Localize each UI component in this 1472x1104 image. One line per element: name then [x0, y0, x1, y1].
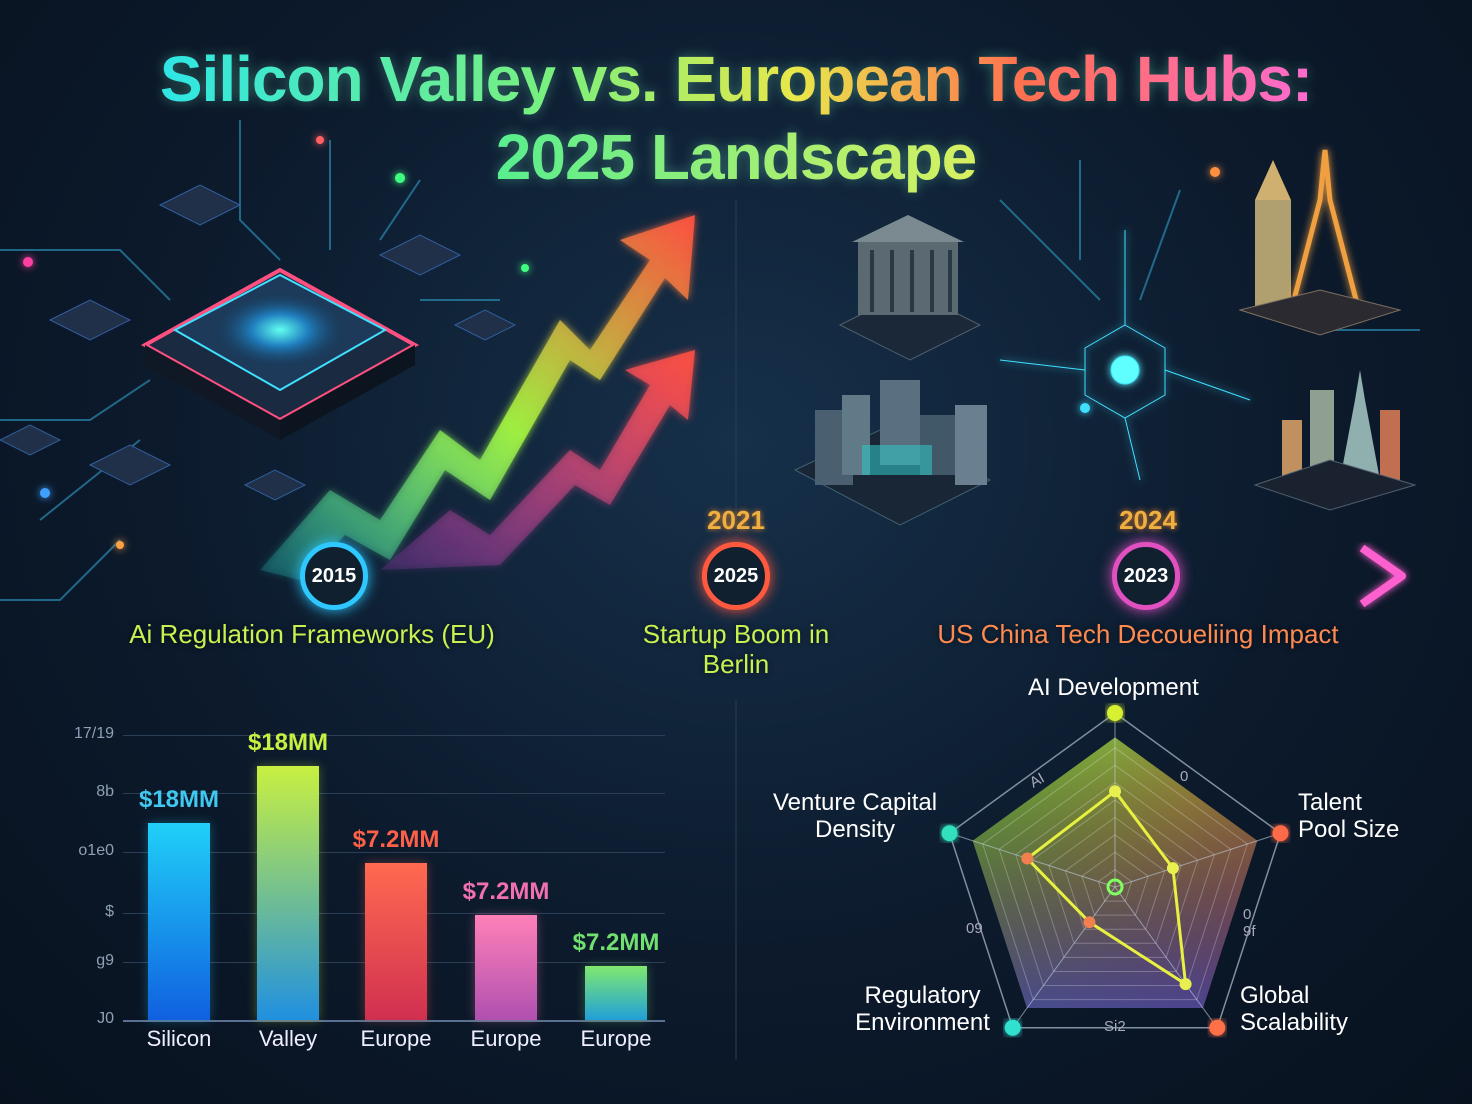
timeline-year-2021: 2021 [707, 505, 765, 535]
radar-grid-ring [1064, 834, 1166, 930]
radar-axis-endpoint [1107, 705, 1123, 721]
bar[interactable] [585, 965, 647, 1020]
radar-data-point [1083, 916, 1096, 929]
radar-axis-endpoint [1004, 1019, 1021, 1036]
radar-grid-ring [982, 747, 1248, 1001]
network-hub-illustration [999, 230, 1251, 481]
x-tick-label: Europe [580, 1026, 652, 1051]
x-axis [123, 1020, 665, 1022]
circuit-chip-illustration [0, 184, 517, 501]
radar-tick-label: 0 [1180, 768, 1189, 785]
y-tick-label: 8b [96, 783, 114, 800]
radar-data-series [1025, 789, 1188, 988]
radar-spoke [1114, 886, 1218, 1029]
radar-data-point [1109, 785, 1121, 798]
radar-spoke [1012, 886, 1116, 1029]
radar-grid-ring [1081, 851, 1149, 916]
x-tick-label: Valley [258, 1026, 318, 1051]
y-tick-label: g9 [96, 952, 114, 969]
gridline [123, 735, 665, 736]
y-tick-label: o1e0 [78, 842, 114, 859]
y-tick-label: $ [105, 903, 114, 920]
radar-axis-endpoint [1272, 825, 1289, 842]
radar-grid-ring [1015, 781, 1215, 972]
bar[interactable] [257, 766, 319, 1020]
skyline-illustration [793, 380, 992, 526]
y-tick-label: 17/19 [74, 725, 115, 742]
radar-tick-label: 0 9f [1243, 906, 1256, 940]
title-line-1: Silicon Valley vs. European Tech Hubs: [159, 43, 1313, 115]
timeline-event-eu-regulation: Ai Regulation Frameworks (EU) [129, 619, 495, 649]
radar-data-point [1021, 852, 1034, 865]
timeline-year-2024: 2024 [1119, 505, 1177, 535]
bar-data-label: $18MM [247, 729, 329, 757]
x-tick-label: Europe [360, 1026, 432, 1051]
timeline-arrowhead-icon [1359, 544, 1406, 608]
title-line-2: 2025 Landscape [495, 121, 977, 193]
rising-arrow-green [260, 215, 695, 580]
timeline-node-2023[interactable]: 2023 [1112, 542, 1180, 610]
radar-axis-label-scalability: Global Scalability [1240, 982, 1349, 1036]
bar-data-label: $7.2MM [352, 826, 440, 854]
circuit-dots [23, 136, 1220, 549]
bar-chart: 17/19 8b o1e0 $ g9 J0 $18MM Silicon $18MM Valley $… [74, 725, 665, 1051]
bar[interactable] [365, 863, 427, 1020]
x-tick-label: Silicon [146, 1026, 212, 1051]
x-tick-label: Europe [470, 1026, 542, 1051]
timeline-node-2025[interactable]: 2025 [702, 542, 770, 610]
timeline-event-decoupling: US China Tech Decoueliing Impact [937, 619, 1339, 649]
circuit-traces [0, 120, 1420, 601]
bar-data-label: $18MM [138, 786, 220, 814]
page-title: Silicon Valley vs. European Tech Hubs: 2… [0, 40, 1472, 196]
gridline [123, 793, 665, 794]
radar-axis-endpoint [941, 825, 958, 842]
radar-tick-label: 09 [966, 920, 983, 937]
timeline-node-2015[interactable]: 2015 [300, 542, 368, 610]
radar-center-point [1106, 878, 1124, 896]
radar-grid-ring [1048, 816, 1182, 944]
radar-axis-endpoint [1209, 1019, 1226, 1036]
radar-data-point [1166, 862, 1179, 875]
rising-arrow-red [380, 350, 695, 570]
timeline-event-berlin: Startup Boom in Berlin [642, 619, 830, 679]
radar-axis-label-talent: Talent Pool Size [1298, 789, 1400, 843]
radar-outer-ring [948, 712, 1282, 1029]
radar-grid-ring [1097, 868, 1133, 902]
radar-axis-label-ai: AI Development [1028, 674, 1199, 701]
radar-grid-ring [998, 764, 1232, 987]
radar-axis-label-vc: Venture Capital Density [772, 789, 938, 843]
radar-grid-ring [1031, 799, 1199, 958]
bar-data-label: $7.2MM [572, 928, 660, 956]
bar[interactable] [148, 823, 210, 1020]
bar[interactable] [475, 914, 537, 1020]
radar-data-point [1179, 978, 1192, 991]
y-tick-label: J0 [97, 1010, 114, 1027]
radar-axis-label-regulatory: Regulatory Environment [855, 982, 990, 1036]
radar-tick-label: Si2 [1104, 1018, 1126, 1035]
radar-spoke [1114, 832, 1281, 888]
bar-data-label: $7.2MM [462, 877, 550, 905]
gridline [123, 852, 665, 853]
european-landmarks-illustration [838, 149, 1417, 511]
